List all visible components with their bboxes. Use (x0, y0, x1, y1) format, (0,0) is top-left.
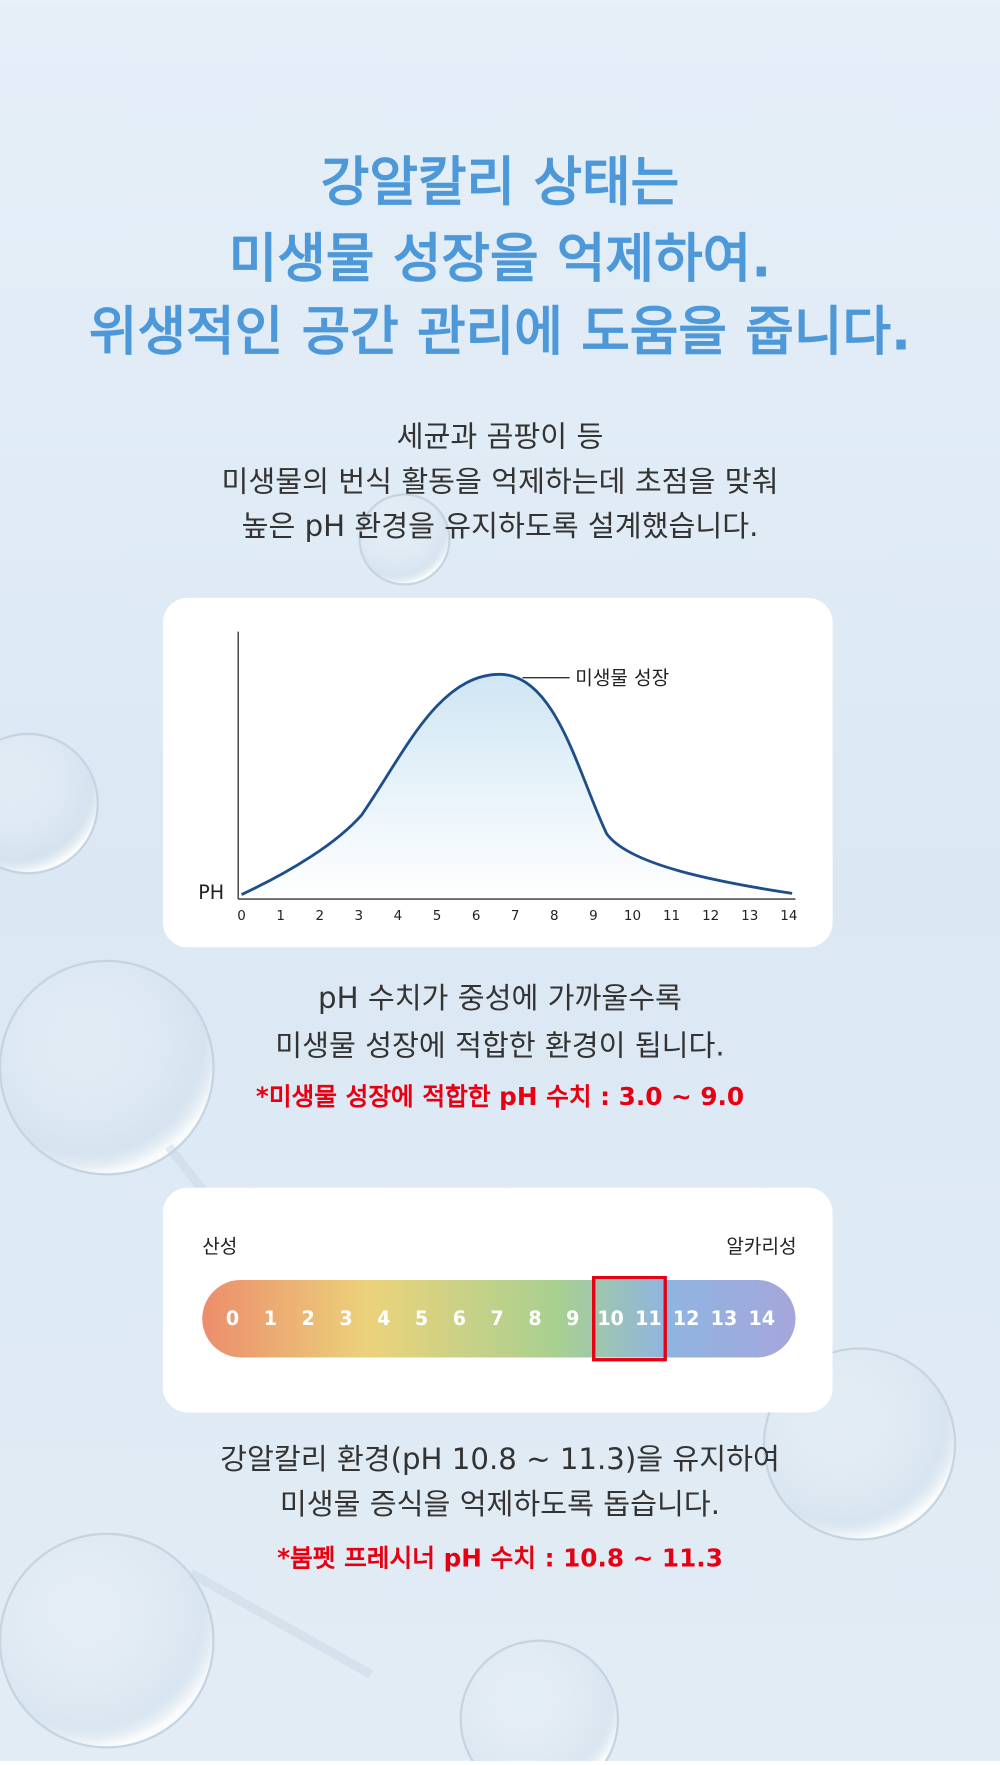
ph-value: 8 (528, 1307, 541, 1330)
ph-value: 13 (711, 1307, 738, 1330)
ph-value: 11 (635, 1307, 662, 1330)
intro-line: 높은 pH 환경을 유지하도록 설계했습니다. (242, 509, 759, 543)
note1: pH 수치가 중성에 가까울수록 미생물 성장에 적합한 환경이 됩니다. *미… (256, 981, 744, 1111)
intro-line: 미생물의 번식 활동을 억제하는데 초점을 맞춰 (222, 464, 779, 498)
x-tick-label: 0 (237, 908, 246, 924)
ph-value: 10 (597, 1307, 624, 1330)
x-tick-label: 1 (276, 908, 285, 924)
x-tick-label: 6 (472, 908, 481, 924)
x-tick-label: 11 (663, 908, 680, 924)
x-tick-label: 2 (315, 908, 324, 924)
headline-line: 미생물 성장을 억제하여. (229, 229, 772, 290)
curve-area (241, 674, 793, 900)
x-tick-label: 12 (702, 908, 719, 924)
note-line: 강알칼리 환경(pH 10.8 ~ 11.3)을 유지하여 (220, 1442, 780, 1476)
ph-value: 7 (491, 1307, 504, 1330)
intro-line: 세균과 곰팡이 등 (397, 419, 604, 453)
ph-value: 2 (302, 1307, 315, 1330)
ph-value: 0 (226, 1307, 239, 1330)
ph-value: 1 (264, 1307, 277, 1330)
headline-line: 위생적인 공간 관리에 도움을 줍니다. (89, 302, 911, 363)
intro: 세균과 곰팡이 등 미생물의 번식 활동을 억제하는데 초점을 맞춰 높은 pH… (222, 419, 779, 543)
note-highlight: *붐펫 프레시너 pH 수치 : 10.8 ~ 11.3 (277, 1544, 723, 1573)
acid-label: 산성 (202, 1235, 237, 1258)
note-line: 미생물 성장에 적합한 환경이 됩니다. (275, 1028, 724, 1062)
headline-line: 강알칼리 상태는 (321, 152, 679, 213)
alkaline-label: 알카리성 (726, 1235, 796, 1258)
ph-scale: 산성 알카리성 0 1 2 3 4 5 6 7 8 9 10 11 12 13 14 (162, 1187, 833, 1413)
ph-value: 14 (748, 1307, 775, 1330)
ph-value: 3 (339, 1307, 352, 1330)
headline: 강알칼리 상태는 미생물 성장을 억제하여. 위생적인 공간 관리에 도움을 줍… (89, 152, 911, 362)
growth-curve (240, 672, 793, 896)
x-tick-label: 14 (780, 908, 797, 924)
curve-label: 미생물 성장 (575, 666, 669, 689)
ph-value: 9 (566, 1307, 579, 1330)
note2: 강알칼리 환경(pH 10.8 ~ 11.3)을 유지하여 미생물 증식을 억제… (220, 1442, 780, 1573)
ph-highlight (592, 1276, 667, 1362)
x-tick-label: 9 (589, 908, 598, 924)
note-highlight: *미생물 성장에 적합한 pH 수치 : 3.0 ~ 9.0 (256, 1082, 744, 1111)
x-tick-label: 5 (433, 908, 442, 924)
ph-bar (202, 1279, 796, 1358)
ph-value: 12 (673, 1307, 700, 1330)
x-tick-label: 10 (624, 908, 641, 924)
ph-value: 6 (453, 1307, 466, 1330)
y-axis-label: PH (198, 881, 224, 904)
bubbles (0, 493, 957, 1765)
note-line: 미생물 증식을 억제하도록 돕습니다. (280, 1487, 720, 1521)
x-tick-label: 4 (394, 908, 403, 924)
x-tick-label: 8 (550, 908, 559, 924)
note-line: pH 수치가 중성에 가까울수록 (318, 981, 682, 1015)
growth-chart: 미생물 성장 PH 0 1 2 3 4 5 6 7 8 9 10 11 12 13 14 (162, 597, 833, 948)
x-tick-label: 13 (741, 908, 758, 924)
ph-value: 5 (415, 1307, 428, 1330)
x-tick-label: 3 (355, 908, 364, 924)
x-tick-label: 7 (511, 908, 520, 924)
ph-value: 4 (377, 1307, 390, 1330)
